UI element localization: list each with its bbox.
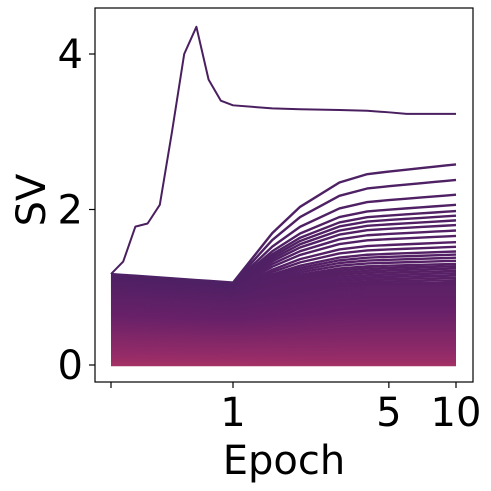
x-tick-label: 10 [431, 390, 482, 436]
y-axis: 0 2 4 [58, 32, 95, 389]
plot-frame [94, 7, 474, 383]
y-axis-label: SV [9, 173, 55, 226]
series-line [110, 163, 457, 284]
y-tick-label: 4 [58, 32, 83, 78]
series-line-top [110, 25, 456, 275]
x-axis-label: Epoch [223, 438, 345, 484]
y-tick-label: 0 [58, 343, 83, 389]
series-lines [110, 25, 457, 367]
x-axis: 1 5 10 [110, 382, 482, 436]
y-tick-label: 2 [58, 188, 83, 234]
x-tick-label: 1 [220, 390, 245, 436]
x-tick-label: 5 [376, 390, 401, 436]
